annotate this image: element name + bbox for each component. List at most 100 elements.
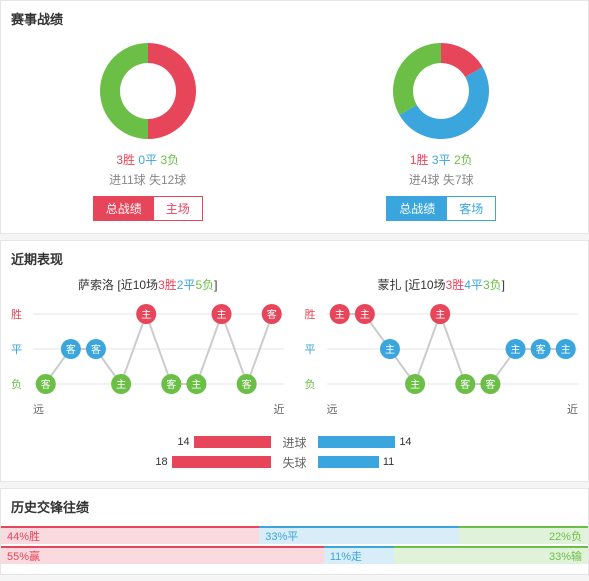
mid-left-val: 18 — [151, 456, 171, 468]
stat-lose: 2负 — [454, 153, 473, 167]
mid-bar-row: 14 进球 14 — [1, 433, 588, 451]
donut-right-col: 1胜 3平 2负 进4球 失7球 总战绩 客场 — [295, 36, 589, 233]
stat-win: 1胜 — [410, 153, 429, 167]
history-seg: 22%负 — [459, 526, 588, 544]
donut-left-stats: 3胜 0平 3负 — [1, 151, 295, 168]
trend-node-label: 客 — [166, 378, 176, 391]
recent-row: 萨索洛 [近10场3胜2平5负] 胜平负客客客主主客主主客客 远 近 蒙扎 [近… — [1, 276, 588, 481]
recent-panel: 近期表现 萨索洛 [近10场3胜2平5负] 胜平负客客客主主客主主客客 远 近 … — [0, 240, 589, 482]
history-seg: 33%平 — [259, 526, 459, 544]
history-row: 55%赢11%走33%输 — [1, 546, 588, 564]
mid-bar-row: 18 失球 11 — [1, 453, 588, 471]
btn-group-left: 总战绩 主场 — [93, 196, 203, 221]
trend-node-label: 主 — [116, 379, 126, 391]
recent-left-head: 萨索洛 [近10场3胜2平5负] — [11, 276, 285, 293]
y-label-win: 胜 — [305, 306, 316, 322]
trend-node-label: 主 — [191, 379, 201, 391]
btn-overall-left[interactable]: 总战绩 — [94, 197, 154, 220]
mid-left-bar — [194, 436, 271, 448]
recent-left-chart: 胜平负客客客主主客主主客客 — [11, 299, 285, 399]
history-seg: 44%胜 — [1, 526, 259, 544]
match-record-panel: 赛事战绩 3胜 0平 3负 进11球 失12球 总战绩 主场 1胜 3平 2负 … — [0, 0, 589, 234]
trend-node-label: 客 — [66, 343, 76, 356]
donut-slice — [393, 43, 441, 115]
history-seg: 55%赢 — [1, 546, 324, 564]
trend-node-label: 客 — [485, 378, 495, 391]
recent-left-col: 萨索洛 [近10场3胜2平5负] 胜平负客客客主主客主主客客 远 近 — [1, 276, 295, 427]
mid-label: 进球 — [277, 434, 313, 451]
mid-bars: 14 进球 14 18 失球 11 — [1, 427, 588, 481]
mid-right-val: 14 — [395, 436, 415, 448]
btn-overall-right[interactable]: 总战绩 — [387, 197, 447, 220]
match-record-title: 赛事战绩 — [1, 1, 588, 36]
donut-slice — [148, 43, 196, 139]
trend-node-label: 主 — [410, 379, 420, 391]
history-seg: 11%走 — [324, 546, 394, 564]
mid-right-bar — [318, 456, 379, 468]
recent-right-head: 蒙扎 [近10场3胜4平3负] — [305, 276, 579, 293]
x-near: 近 — [274, 401, 285, 417]
xaxis-left: 远 近 — [11, 401, 285, 417]
donut-left-col: 3胜 0平 3负 进11球 失12球 总战绩 主场 — [1, 36, 295, 233]
trend-node-label: 主 — [510, 344, 520, 356]
history-panel: 历史交锋往绩 44%胜33%平22%负55%赢11%走33%输 — [0, 488, 589, 575]
team-name-right: 蒙扎 — [378, 278, 402, 292]
trend-node-label: 主 — [435, 309, 445, 321]
donut-left-sub: 进11球 失12球 — [1, 171, 295, 188]
donut-row: 3胜 0平 3负 进11球 失12球 总战绩 主场 1胜 3平 2负 进4球 失… — [1, 36, 588, 233]
stat-lose: 3负 — [160, 153, 179, 167]
y-label-draw: 平 — [305, 341, 316, 357]
donut-right-sub: 进4球 失7球 — [295, 171, 589, 188]
btn-away[interactable]: 客场 — [447, 197, 495, 220]
trend-node-label: 客 — [91, 343, 101, 356]
trend-node-label: 主 — [334, 309, 344, 321]
x-near: 近 — [567, 401, 578, 417]
stat-win: 3胜 — [116, 153, 135, 167]
trend-node-label: 客 — [460, 378, 470, 391]
mid-left-val: 14 — [173, 436, 193, 448]
btn-home[interactable]: 主场 — [154, 197, 202, 220]
x-far: 远 — [33, 401, 44, 417]
stat-draw: 3平 — [432, 153, 451, 167]
mid-right-val: 11 — [379, 456, 398, 468]
recent-title: 近期表现 — [1, 241, 588, 276]
summary-lose: 5负 — [195, 278, 214, 292]
trend-node-label: 客 — [41, 378, 51, 391]
mid-right-bar — [318, 436, 395, 448]
trend-node-label: 主 — [141, 309, 151, 321]
summary-prefix: [近10场 — [405, 278, 446, 292]
mid-label: 失球 — [277, 454, 313, 471]
history-rows: 44%胜33%平22%负 55%赢11%走33%输 — [1, 526, 588, 574]
y-label-win: 胜 — [11, 306, 22, 322]
btn-group-right: 总战绩 客场 — [386, 196, 496, 221]
trend-node-label: 客 — [267, 308, 277, 321]
trend-node-label: 客 — [535, 343, 545, 356]
trend-node-label: 主 — [359, 309, 369, 321]
mid-left-bar — [172, 456, 271, 468]
donut-left — [1, 36, 295, 149]
summary-draw: 4平 — [464, 278, 483, 292]
history-seg: 33%输 — [394, 546, 588, 564]
summary-win: 3胜 — [446, 278, 465, 292]
y-label-lose: 负 — [305, 376, 316, 392]
team-name-left: 萨索洛 — [78, 278, 114, 292]
donut-right-stats: 1胜 3平 2负 — [295, 151, 589, 168]
donut-slice — [100, 43, 148, 139]
summary-lose: 3负 — [483, 278, 502, 292]
summary-suffix: ] — [502, 278, 505, 292]
stat-draw: 0平 — [138, 153, 157, 167]
donut-right — [295, 36, 589, 149]
summary-prefix: [近10场 — [117, 278, 158, 292]
recent-right-col: 蒙扎 [近10场3胜4平3负] 胜平负主主主主主客客主客主 远 近 — [295, 276, 589, 427]
trend-node-label: 主 — [384, 344, 394, 356]
history-row: 44%胜33%平22%负 — [1, 526, 588, 544]
summary-draw: 2平 — [177, 278, 196, 292]
trend-node-label: 主 — [560, 344, 570, 356]
summary-suffix: ] — [214, 278, 217, 292]
trend-node-label: 客 — [242, 378, 252, 391]
summary-win: 3胜 — [158, 278, 177, 292]
x-far: 远 — [327, 401, 338, 417]
recent-right-chart: 胜平负主主主主主客客主客主 — [305, 299, 579, 399]
trend-node-label: 主 — [217, 309, 227, 321]
xaxis-right: 远 近 — [305, 401, 579, 417]
